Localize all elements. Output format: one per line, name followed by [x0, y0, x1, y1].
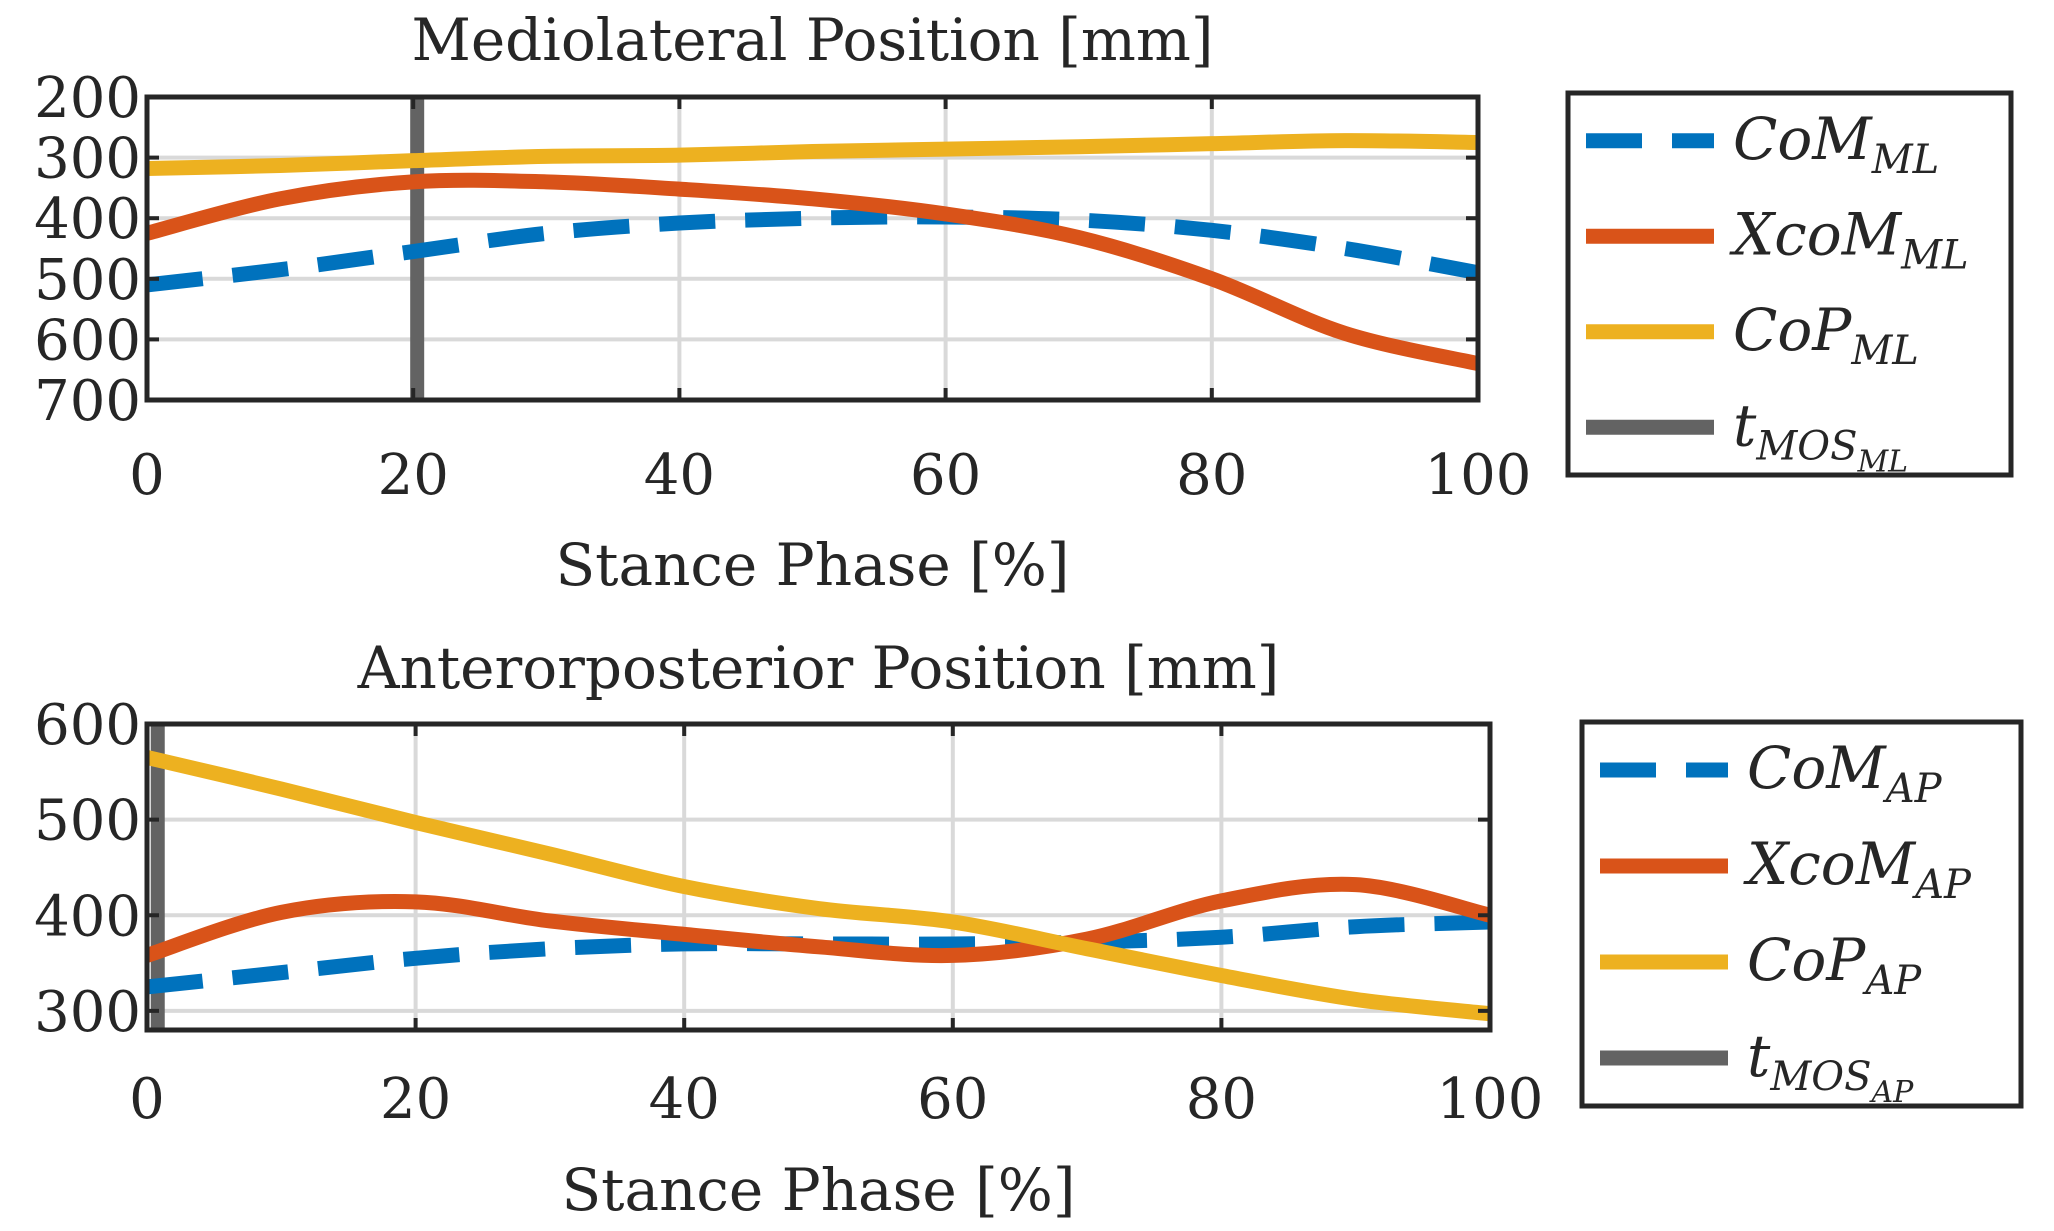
ap-ytick-label-500: 500 [34, 789, 141, 854]
ml-legend-label-CoP_ML: CoPML [1733, 296, 1919, 374]
ap-legend-label-subsub-t_MOS_AP: AP [1868, 1075, 1914, 1110]
ap-legend-box [1579, 719, 2024, 1109]
ap-legend-label-main-XcoM_AP: XcoM [1743, 830, 1917, 898]
ml-legend-label-XcoM_ML: XcoMML [1729, 200, 1969, 278]
ml-xtick-label-100: 100 [1425, 443, 1532, 508]
ap-legend-label-main-CoP_AP: CoP [1747, 926, 1866, 994]
ap-legend-label-main-t_MOS_AP: t [1747, 1022, 1771, 1090]
ml-legend-label-CoM_ML: CoMML [1733, 105, 1939, 183]
ml-ytick-label-400: 400 [34, 187, 141, 252]
ml-axes-box [144, 94, 1481, 403]
ap-legend-label-sub-t_MOS_AP: MOS [1769, 1054, 1871, 1100]
ap-legend-label-CoP_AP: CoPAP [1747, 926, 1922, 1004]
ap-axes-box [144, 721, 1493, 1033]
ap-legend-label-XcoM_AP: XcoMAP [1743, 830, 1972, 908]
ml-xtick-label-20: 20 [378, 443, 449, 508]
ml-series-XcoM_ML [147, 172, 1478, 371]
ml-ytick-label-700: 700 [34, 369, 141, 434]
anteroposterior-chart: Anterorposterior Position [mm] Stance Ph… [34, 634, 2024, 1224]
anteroposterior-chart-title: Anterorposterior Position [mm] [357, 634, 1280, 702]
ml-series [147, 97, 1478, 400]
ml-ytick-label-200: 200 [34, 66, 141, 131]
ml-ytick-label-300: 300 [34, 127, 141, 192]
ml-xtick-label-60: 60 [910, 443, 981, 508]
ml-legend-label-sub-XcoM_ML: ML [1900, 232, 1969, 278]
ap-legend-label-sub-XcoM_AP: AP [1911, 862, 1972, 908]
ml-legend-label-sub-CoP_ML: ML [1850, 328, 1919, 374]
mediolateral-chart: Mediolateral Position [mm] Stance Phase … [34, 6, 2014, 599]
ml-series-CoM_ML [147, 209, 1478, 293]
anteroposterior-x-axis-label: Stance Phase [%] [561, 1156, 1075, 1224]
ml-legend-label-main-CoM_ML: CoM [1733, 105, 1873, 173]
ml-legend-label-main-CoP_ML: CoP [1733, 296, 1852, 364]
ap-legend-label-main-CoM_AP: CoM [1747, 734, 1887, 802]
ap-legend-label-CoM_AP: CoMAP [1747, 734, 1943, 812]
ap-xtick-label-100: 100 [1437, 1067, 1544, 1132]
ml-series-CoP_ML [147, 133, 1478, 177]
ml-legend-label-sub-t_MOS_ML: MOS [1755, 423, 1857, 469]
ap-series-XcoM_AP [147, 876, 1490, 964]
ap-ytick-label-300: 300 [34, 980, 141, 1045]
ap-legend-label-sub-CoM_AP: AP [1882, 766, 1943, 812]
ml-legend-label-sub-CoM_ML: ML [1871, 137, 1940, 183]
mediolateral-chart-title: Mediolateral Position [mm] [411, 6, 1213, 74]
ml-xtick-label-80: 80 [1176, 443, 1247, 508]
ml-legend-label-main-t_MOS_ML: t [1733, 391, 1757, 459]
ml-legend-box [1565, 90, 2014, 478]
ap-xtick-label-20: 20 [380, 1067, 451, 1132]
ml-xtick-label-40: 40 [644, 443, 715, 508]
ml-ytick-label-500: 500 [34, 248, 141, 313]
ap-ytick-label-400: 400 [34, 884, 141, 949]
ml-legend-label-main-XcoM_ML: XcoM [1729, 200, 1903, 268]
ap-xtick-label-40: 40 [649, 1067, 720, 1132]
ap-legend-label-t_MOS_AP: tMOSAP [1747, 1022, 1914, 1110]
ml-legend-label-t_MOS_ML: tMOSML [1733, 391, 1908, 479]
ml-ytick-label-600: 600 [34, 308, 141, 373]
ml-legend-label-subsub-t_MOS_ML: ML [1856, 444, 1908, 479]
ap-ytick-label-600: 600 [34, 693, 141, 758]
mediolateral-x-axis-label: Stance Phase [%] [555, 531, 1069, 599]
ap-series [147, 724, 1490, 1030]
ap-legend-label-sub-CoP_AP: AP [1861, 958, 1922, 1004]
ap-xtick-label-80: 80 [1186, 1067, 1257, 1132]
ml-xtick-label-0: 0 [129, 443, 165, 508]
ap-xtick-label-60: 60 [917, 1067, 988, 1132]
ap-xtick-label-0: 0 [129, 1067, 165, 1132]
ap-series-CoP_AP [147, 750, 1490, 1022]
